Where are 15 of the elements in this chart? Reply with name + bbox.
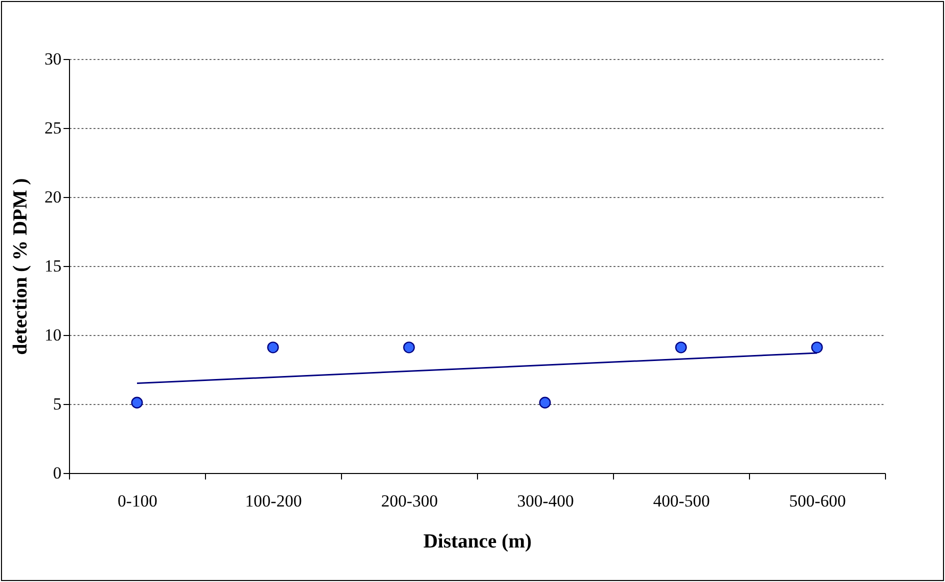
y-tick-label: 30 [44, 50, 62, 68]
x-axis-title: Distance (m) [423, 530, 532, 552]
x-tick-label: 100-200 [245, 492, 302, 510]
x-tick-label: 0-100 [118, 492, 158, 510]
y-tick-label: 25 [44, 118, 62, 138]
x-tick-label: 200-300 [381, 492, 438, 510]
x-tick-label: 300-400 [517, 492, 574, 510]
y-tick-label: 0 [53, 464, 62, 482]
y-tick-label: 10 [44, 326, 62, 344]
y-tick-label: 15 [44, 256, 62, 276]
y-tick-label: 20 [44, 188, 62, 206]
y-tick-label: 5 [53, 394, 62, 414]
y-axis-title: detection ( % DPM ) [10, 178, 32, 355]
x-tick-label: 400-500 [653, 492, 710, 510]
x-tick-label: 500-600 [789, 492, 846, 510]
